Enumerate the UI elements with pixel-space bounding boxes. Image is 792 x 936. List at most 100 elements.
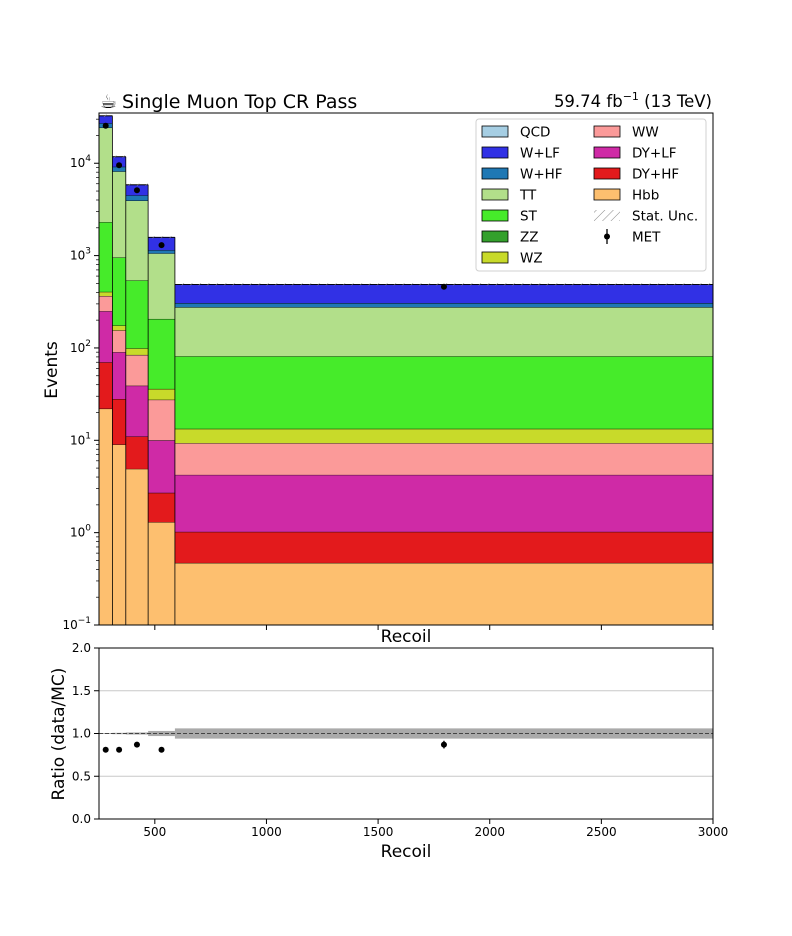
- legend: QCD W+LF W+HF TT ST ZZ WZ WW DY+LF DY+HF Hbb Stat. …: [475, 118, 707, 272]
- legend-swatch-qcd: [481, 125, 509, 138]
- legend-swatch-dylf: [593, 146, 621, 159]
- y-tick-label: 104: [70, 154, 91, 170]
- legend-swatch-stat-unc: [594, 210, 620, 221]
- ratio-y-tick-label: 0.0: [72, 812, 91, 826]
- ratio-point-0: [102, 746, 109, 753]
- bar-dylf-2: [125, 385, 149, 437]
- legend-label: MET: [632, 230, 661, 246]
- legend-swatch-wlf: [481, 146, 509, 159]
- ratio-y-axis-ticks: 0.0 0.5 1.0 1.5 2.0: [72, 641, 99, 826]
- bar-ww-1: [112, 330, 126, 353]
- bar-dylf-0: [99, 311, 113, 363]
- bar-whf-1: [112, 166, 126, 172]
- legend-box: [475, 118, 707, 272]
- data-points: [102, 122, 447, 290]
- y-tick-label: 103: [70, 247, 91, 263]
- legend-label: QCD: [520, 125, 550, 141]
- bar-dyhf-4: [174, 531, 713, 563]
- bar-hbb-1: [112, 444, 126, 625]
- data-point-0: [102, 122, 109, 129]
- bar-st-3: [148, 318, 175, 389]
- legend-swatch-tt: [481, 188, 509, 201]
- bar-ww-3: [148, 399, 175, 441]
- legend-label: Hbb: [632, 188, 659, 204]
- y-tick-label: 100: [70, 524, 91, 540]
- bar-hbb-4: [174, 562, 713, 625]
- ratio-y-axis-label: Ratio (data/MC): [49, 668, 69, 801]
- bar-wlf-4: [174, 284, 713, 304]
- bar-ww-4: [174, 443, 713, 475]
- legend-label: W+HF: [520, 167, 563, 183]
- y-tick-label: 102: [70, 339, 91, 355]
- ratio-x-tick-label: 3000: [698, 825, 729, 839]
- ratio-point-1: [116, 746, 123, 753]
- bar-ww-0: [99, 296, 113, 312]
- ratio-y-tick-label: 2.0: [72, 641, 91, 655]
- ratio-y-tick-label: 1.0: [72, 727, 91, 741]
- bar-hbb-0: [99, 408, 113, 625]
- legend-swatch-dyhf: [593, 167, 621, 180]
- data-point-1: [116, 162, 123, 169]
- stat-unc-3: [148, 236, 175, 239]
- bar-dyhf-1: [112, 399, 126, 445]
- bar-ww-2: [125, 354, 149, 386]
- y-tick-label: 10−1: [62, 616, 91, 632]
- data-point-3: [158, 242, 165, 249]
- ratio-points: [102, 740, 447, 753]
- main-plot-frame: [98, 112, 714, 626]
- ratio-x-tick-label: 1500: [363, 825, 394, 839]
- bar-wz-0: [99, 291, 113, 297]
- data-point-4: [440, 283, 447, 290]
- bar-hbb-2: [125, 468, 149, 625]
- ratio-x-axis-ticks: 500 1000 1500 2000 2500 3000: [143, 819, 728, 839]
- legend-label: ZZ: [520, 230, 539, 246]
- bar-tt-4: [174, 307, 713, 357]
- bar-tt-1: [112, 171, 126, 258]
- legend-label: TT: [519, 188, 537, 204]
- legend-label: ST: [520, 209, 538, 225]
- bar-st-4: [174, 356, 713, 429]
- legend-swatch-hbb: [593, 188, 621, 201]
- y-axis-label: Events: [42, 341, 62, 399]
- stat-unc-1: [112, 155, 126, 158]
- bar-whf-4: [174, 303, 713, 308]
- bar-dylf-4: [174, 474, 713, 532]
- legend-swatch-wz: [481, 251, 509, 264]
- x-axis-ticks: [154, 625, 714, 630]
- y-axis-ticks: 10−1 100 101 102 103 104: [62, 118, 99, 632]
- bar-dylf-3: [148, 440, 175, 493]
- ratio-point-4: [440, 741, 447, 748]
- bar-wz-1: [112, 325, 126, 331]
- bar-dylf-1: [112, 352, 126, 400]
- bar-dyhf-2: [125, 436, 149, 469]
- y-tick-label: 101: [70, 431, 91, 447]
- bar-tt-0: [99, 127, 113, 223]
- ratio-x-tick-label: 2000: [474, 825, 505, 839]
- bar-tt-3: [148, 253, 175, 319]
- bar-whf-3: [148, 250, 175, 254]
- legend-label: WZ: [520, 251, 543, 267]
- ratio-y-tick-label: 1.5: [72, 684, 91, 698]
- ratio-point-3: [158, 746, 165, 753]
- legend-label: W+LF: [520, 146, 560, 162]
- stat-unc-0: [99, 114, 113, 117]
- legend-marker-data: [604, 233, 610, 240]
- legend-label: DY+LF: [632, 146, 677, 162]
- ratio-x-tick-label: 500: [143, 825, 166, 839]
- ratio-x-tick-label: 1000: [251, 825, 282, 839]
- bar-wz-2: [125, 348, 149, 355]
- ratio-x-tick-label: 2500: [586, 825, 617, 839]
- ratio-panel: 0.00.51.01.52.0 500 1000 1500 2000 2500 3000 …: [49, 641, 728, 862]
- bar-dyhf-0: [99, 362, 113, 409]
- bar-whf-2: [125, 195, 149, 201]
- bar-wlf-0: [99, 115, 113, 124]
- bar-st-1: [112, 257, 126, 326]
- bar-wz-3: [148, 388, 175, 400]
- legend-swatch-whf: [481, 167, 509, 180]
- stat-unc-2: [125, 183, 149, 186]
- bar-wz-4: [174, 428, 713, 444]
- legend-label: Stat. Unc.: [632, 209, 698, 225]
- bar-tt-2: [125, 200, 149, 281]
- bar-hbb-3: [148, 522, 175, 625]
- legend-swatch-ww: [593, 125, 621, 138]
